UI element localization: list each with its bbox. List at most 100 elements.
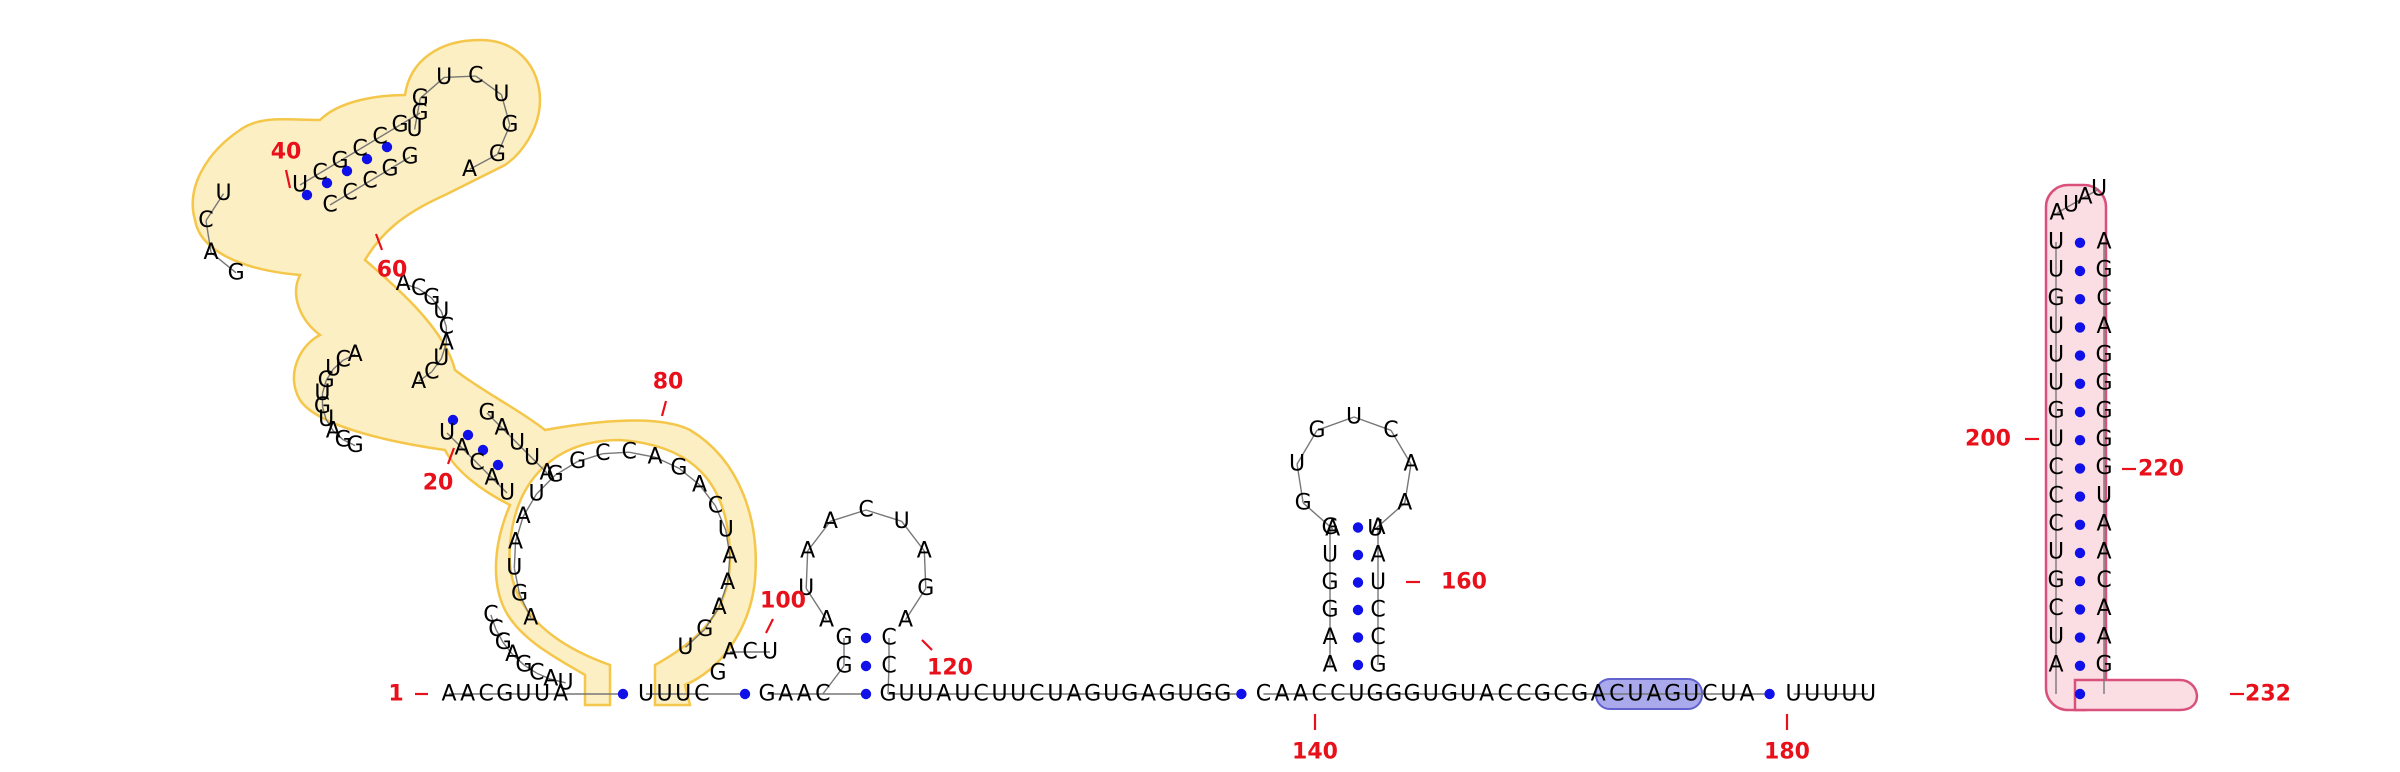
nucleotide-158: A xyxy=(712,595,727,620)
backbone-segment xyxy=(379,124,401,138)
nucleotide-104: U xyxy=(1367,516,1383,541)
nucleotide-48: C xyxy=(1498,682,1513,707)
nucleotide-202: U xyxy=(407,117,423,142)
base-pair-dot xyxy=(477,444,489,456)
base-pair-dot xyxy=(2074,265,2086,277)
backbone-segment xyxy=(1404,464,1412,504)
backbone-segment xyxy=(805,587,828,621)
nucleotide-64: U xyxy=(1823,682,1839,707)
nucleotide-2: A xyxy=(460,682,475,707)
nucleotide-124: C xyxy=(2096,568,2111,593)
nucleotide-221: U xyxy=(215,181,231,206)
nucleotide-168: U xyxy=(509,431,525,456)
nucleotide-172: G xyxy=(335,427,352,452)
backbone-segment xyxy=(413,98,421,130)
base-pair-dot xyxy=(2074,435,2086,446)
position-tick-60 xyxy=(374,233,384,251)
nucleotide-43: G xyxy=(1404,682,1421,707)
position-label-100: 100 xyxy=(760,589,806,614)
nucleotide-33: G xyxy=(1196,682,1213,707)
nucleotide-13: A xyxy=(778,682,793,707)
nucleotide-127: U xyxy=(2096,483,2112,508)
base-pair-dot xyxy=(381,141,393,153)
backbone-segment xyxy=(830,509,867,522)
nucleotide-53: A xyxy=(1591,682,1606,707)
backbone-segment xyxy=(496,124,511,155)
position-tick-120 xyxy=(921,639,933,651)
nucleotide-37: A xyxy=(1293,682,1308,707)
backbone-segment xyxy=(805,550,809,589)
backbone-segment xyxy=(342,439,356,447)
backbone-segment xyxy=(513,568,521,595)
nucleotide-91: C xyxy=(1370,625,1385,650)
nucleotide-117: U xyxy=(2048,314,2064,339)
nucleotide-204: U xyxy=(436,65,452,90)
base-pair-dot xyxy=(860,688,872,700)
nucleotide-44: U xyxy=(1423,682,1439,707)
backbone-segment xyxy=(486,412,503,429)
backbone-segment xyxy=(321,406,327,420)
nucleotide-165: U xyxy=(499,481,515,506)
backbone-segment xyxy=(887,665,890,695)
nucleotide-141: A xyxy=(523,605,538,630)
nucleotide-182: C xyxy=(411,276,426,301)
nucleotide-83: G xyxy=(709,661,726,686)
backbone-segment xyxy=(446,432,463,449)
nucleotide-156: A xyxy=(722,544,737,569)
backbone-segment xyxy=(490,614,497,630)
nucleotide-166: G xyxy=(478,401,495,426)
base-pair-dot xyxy=(2074,632,2086,643)
nucleotide-46: U xyxy=(1460,682,1476,707)
nucleotide-149: C xyxy=(595,441,610,466)
backbone-segment xyxy=(714,505,727,531)
nucleotide-22: U xyxy=(992,682,1008,707)
backbone-segment xyxy=(512,654,525,666)
nucleotide-74: A xyxy=(823,509,838,534)
nucleotide-177: G xyxy=(318,368,335,393)
nucleotide-66: U xyxy=(1860,682,1876,707)
nucleotide-84: A xyxy=(1322,653,1337,678)
backbone-segment xyxy=(822,665,845,695)
nucleotide-171: G xyxy=(347,433,364,458)
nucleotide-183: G xyxy=(423,286,440,311)
nucleotide-140: U xyxy=(2091,177,2107,202)
nucleotide-135: G xyxy=(2095,258,2112,283)
nucleotide-197: C xyxy=(322,193,337,218)
backbone-segment xyxy=(1296,429,1318,465)
nucleotide-179: C xyxy=(335,348,350,373)
base-pair-dot xyxy=(617,688,629,700)
nucleotide-25: U xyxy=(1047,682,1063,707)
nucleotide-38: C xyxy=(1312,682,1327,707)
backbone-segment xyxy=(704,606,720,630)
nucleotide-18: U xyxy=(917,682,933,707)
nucleotide-57: G xyxy=(1664,682,1681,707)
backbone-segment xyxy=(325,368,334,381)
nucleotide-123: A xyxy=(2096,596,2111,621)
nucleotide-164: A xyxy=(484,466,499,491)
backbone-segment xyxy=(654,456,680,469)
base-pair-dot xyxy=(1352,522,1364,533)
nucleotide-120: U xyxy=(2048,230,2064,255)
nucleotide-207: G xyxy=(501,113,518,138)
nucleotide-62: U xyxy=(1786,682,1802,707)
backbone-segment xyxy=(339,148,361,162)
nucleotide-131: G xyxy=(2095,371,2112,396)
backbone-segment xyxy=(725,529,731,557)
nucleotide-186: A xyxy=(439,331,454,356)
nucleotide-126: A xyxy=(2096,512,2111,537)
nucleotide-198: C xyxy=(342,181,357,206)
backbone-segment xyxy=(205,220,212,253)
nucleotide-139: A xyxy=(2077,185,2092,210)
nucleotide-130: G xyxy=(2095,399,2112,424)
nucleotide-85: A xyxy=(1322,625,1337,650)
nucleotide-10: U xyxy=(675,682,691,707)
nucleotide-112: C xyxy=(2048,455,2063,480)
nucleotide-20: U xyxy=(954,682,970,707)
backbone-segment xyxy=(440,311,448,328)
base-pair-dot xyxy=(2074,660,2086,671)
backbone-segment xyxy=(678,467,700,486)
backbone-segment xyxy=(342,353,356,361)
backbone-layer xyxy=(205,75,2105,695)
nucleotide-192: G xyxy=(331,149,348,174)
